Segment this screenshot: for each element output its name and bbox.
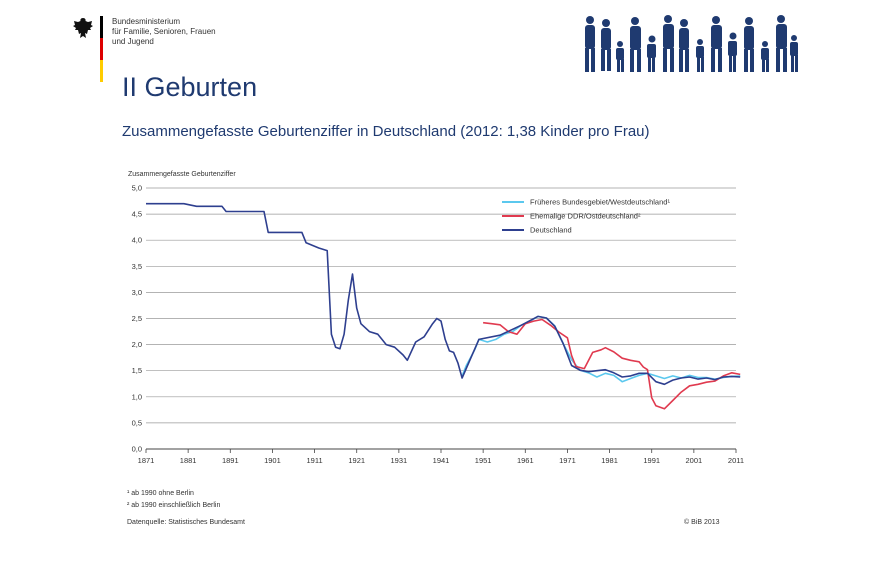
series-line-2 (483, 318, 741, 410)
footnote-2: ² ab 1990 einschließlich Berlin (127, 502, 221, 509)
series-line-3 (146, 202, 741, 386)
y-tick-label: 3,0 (132, 288, 142, 297)
x-tick-label: 1981 (601, 456, 618, 465)
x-tick-label: 1871 (138, 456, 155, 465)
x-tick-label: 1901 (264, 456, 281, 465)
x-tick-label: 1961 (517, 456, 534, 465)
y-tick-label: 1,0 (132, 392, 142, 401)
y-tick-label: 5,0 (132, 184, 142, 193)
fertility-rate-line-chart: Zusammengefasste Geburtenziffer 0,0 0,5 1,0… (128, 171, 744, 465)
x-tick-label: 1951 (475, 456, 492, 465)
x-tick-label: 2001 (686, 456, 703, 465)
y-tick-label: 0,5 (132, 418, 142, 427)
ministry-logo: Bundesministerium für Familie, Senioren,… (72, 16, 272, 86)
page-title: II Geburten (122, 72, 258, 102)
y-tick-label: 4,5 (132, 210, 142, 219)
x-tick-label: 1991 (643, 456, 660, 465)
y-tick-label: 2,5 (132, 314, 142, 323)
x-tick-label: 1911 (307, 456, 323, 465)
ministry-line-2: für Familie, Senioren, Frauen (112, 27, 216, 36)
legend-label-1: Früheres Bundesgebiet/Westdeutschland¹ (530, 198, 670, 207)
y-tick-label: 4,0 (132, 236, 142, 245)
data-source: Datenquelle: Statistisches Bundesamt (127, 519, 245, 526)
chart-title: Zusammengefasste Geburtenziffer in Deuts… (122, 123, 650, 140)
federal-eagle-icon (73, 18, 93, 38)
x-tick-label: 1921 (348, 456, 365, 465)
x-tick-label: 1931 (391, 456, 408, 465)
x-tick-label: 1891 (222, 456, 239, 465)
x-tick-label: 2011 (728, 456, 744, 465)
x-tick-label: 1881 (180, 456, 197, 465)
ministry-line-3: und Jugend (112, 37, 154, 46)
legend-label-2: Ehemalige DDR/Ostdeutschland² (530, 212, 641, 221)
german-flag-stripe (100, 16, 103, 82)
footnote-1: ¹ ab 1990 ohne Berlin (127, 490, 194, 497)
y-tick-label: 1,5 (132, 366, 142, 375)
x-tick-label: 1971 (559, 456, 576, 465)
legend-label-3: Deutschland (530, 226, 572, 235)
family-silhouette-icon (585, 15, 798, 72)
y-tick-label: 2,0 (132, 340, 142, 349)
y-axis-label: Zusammengefasste Geburtenziffer (128, 171, 236, 178)
y-tick-label: 3,5 (132, 262, 142, 271)
copyright: © BiB 2013 (684, 519, 720, 526)
x-tick-label: 1941 (433, 456, 450, 465)
ministry-name: Bundesministerium für Familie, Senioren,… (112, 17, 216, 47)
ministry-line-1: Bundesministerium (112, 17, 181, 26)
y-tick-label: 0,0 (132, 445, 142, 454)
series-line-1 (461, 315, 741, 383)
